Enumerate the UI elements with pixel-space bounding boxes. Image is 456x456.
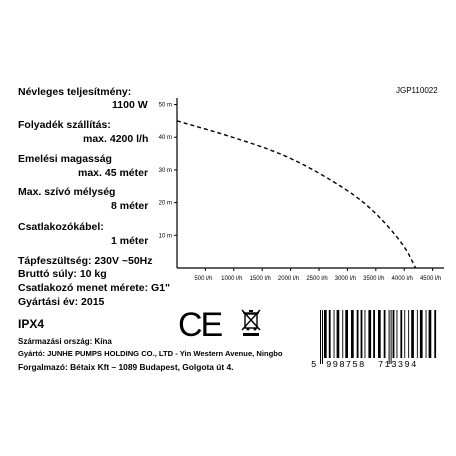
voltage-line: Tápfeszültség: 230V ~50Hz: [18, 255, 153, 267]
thread-line: Csatlakozó menet mérete: G1": [18, 282, 171, 294]
barcode-first-digit: 5: [311, 360, 318, 370]
suction-value: 8 méter: [111, 200, 149, 212]
cable-value: 1 méter: [111, 235, 149, 247]
x-tick-label: 500 l/h: [194, 276, 212, 282]
ip-rating: IPX4: [18, 317, 45, 331]
barcode-bar: [373, 310, 375, 358]
barcode-bar: [404, 310, 406, 358]
barcode-bar: [396, 310, 398, 358]
barcode: 5 998758 713394: [308, 306, 438, 376]
lift-value: max. 45 méter: [78, 167, 149, 179]
barcode-bar: [320, 310, 321, 364]
crossed-out-wheelie-bin-icon: [241, 309, 261, 336]
barcode-bar: [351, 310, 354, 358]
cable-label: Csatlakozókábel:: [18, 221, 104, 233]
x-tick-label: 4000 l/h: [392, 276, 413, 282]
ce-mark-icon: CE: [178, 306, 223, 344]
barcode-bar: [322, 310, 323, 364]
x-tick-label: 3500 l/h: [363, 276, 384, 282]
x-tick-label: 2500 l/h: [306, 276, 327, 282]
barcode-bar: [324, 310, 327, 358]
y-tick-label: 20 m: [159, 201, 172, 207]
barcode-bar: [328, 310, 331, 358]
flow-value: max. 4200 l/h: [83, 133, 149, 145]
year-line: Gyártási év: 2015: [18, 296, 105, 308]
power-label: Névleges teljesítmény:: [18, 86, 132, 98]
barcode-group-2: 713394: [378, 360, 418, 370]
suction-label: Max. szívó mélység: [18, 186, 116, 198]
barcode-bar: [378, 310, 381, 358]
barcode-bar: [356, 310, 359, 358]
barcode-bar: [390, 310, 392, 364]
pump-curve-line: [176, 120, 417, 269]
barcode-bar: [408, 310, 410, 358]
barcode-bar: [434, 310, 437, 358]
model-code: JGP110022: [396, 86, 438, 95]
barcode-bar: [333, 310, 335, 358]
y-tick-label: 30 m: [159, 168, 172, 174]
weight-line: Bruttó súly: 10 kg: [18, 268, 107, 280]
barcode-bar: [419, 310, 423, 358]
barcode-bars: [320, 310, 437, 364]
barcode-bar: [416, 310, 418, 358]
x-tick-label: 2000 l/h: [278, 276, 299, 282]
barcode-bar: [345, 310, 348, 358]
barcode-bar: [360, 310, 363, 358]
barcode-group-1: 998758: [326, 360, 366, 370]
y-tick-label: 40 m: [159, 135, 172, 141]
barcode-bar: [364, 310, 366, 358]
power-value: 1100 W: [112, 99, 148, 111]
y-tick-label: 50 m: [159, 103, 172, 109]
barcode-bar: [411, 310, 414, 358]
barcode-bar: [342, 310, 344, 358]
barcode-bar: [388, 310, 390, 364]
x-tick-label: 1000 l/h: [221, 276, 242, 282]
x-tick-label: 1500 l/h: [250, 276, 271, 282]
barcode-bar: [336, 310, 340, 358]
barcode-bar: [400, 310, 403, 358]
barcode-bar: [428, 310, 432, 358]
flow-label: Folyadék szállítás:: [18, 119, 111, 131]
distributor: Forgalmazó: Bétaix Kft – 1089 Budapest, …: [18, 362, 234, 372]
manufacturer: Gyártó: JUNHE PUMPS HOLDING CO., LTD - Y…: [18, 349, 283, 358]
lift-label: Emelési magasság: [18, 153, 112, 165]
x-tick-label: 3000 l/h: [335, 276, 356, 282]
origin-country: Származási ország: Kína: [18, 337, 112, 346]
barcode-bar: [383, 310, 386, 358]
barcode-bar: [425, 310, 427, 358]
x-tick-label: 4500 l/h: [420, 276, 441, 282]
barcode-bar: [368, 310, 372, 358]
y-tick-label: 10 m: [159, 233, 172, 239]
barcode-bar: [392, 310, 395, 358]
